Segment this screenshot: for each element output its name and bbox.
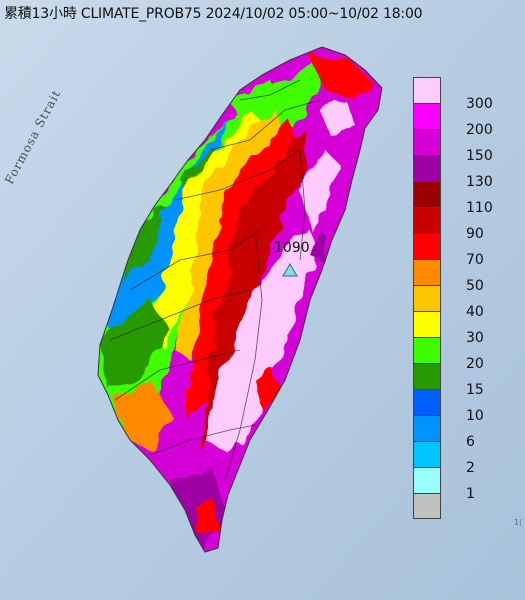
legend-swatch: [413, 311, 441, 337]
legend-label: 20: [466, 356, 484, 372]
legend-swatch: [413, 337, 441, 363]
legend-label: 150: [466, 148, 493, 164]
legend-swatch: [413, 181, 441, 207]
legend-swatch: [413, 155, 441, 181]
legend-swatch: [413, 441, 441, 467]
legend-swatch: [413, 363, 441, 389]
legend-label: 90: [466, 226, 484, 242]
legend-swatch: [413, 259, 441, 285]
legend-swatch: [413, 103, 441, 129]
legend-label: 300: [466, 96, 493, 112]
max-station-triangle-icon: [282, 263, 298, 277]
legend-swatch: [413, 129, 441, 155]
legend-label: 1: [466, 486, 475, 502]
legend-label: 50: [466, 278, 484, 294]
legend-label: 40: [466, 304, 484, 320]
legend-label: 15: [466, 382, 484, 398]
legend-label: 30: [466, 330, 484, 346]
legend-swatch: [413, 207, 441, 233]
legend-swatch: [413, 77, 441, 103]
legend-swatch: [413, 233, 441, 259]
legend-label: 110: [466, 200, 493, 216]
legend-swatch: [413, 415, 441, 441]
legend-swatch: [413, 285, 441, 311]
legend-label: 2: [466, 460, 475, 476]
legend-swatch: [413, 493, 441, 519]
corner-label: 1(: [514, 518, 523, 527]
legend-label: 200: [466, 122, 493, 138]
max-station-value: 1090: [274, 240, 310, 256]
legend-label: 130: [466, 174, 493, 190]
legend-swatch: [413, 389, 441, 415]
map-title: 累積13小時 CLIMATE_PROB75 2024/10/02 05:00~1…: [4, 6, 423, 22]
legend-label: 10: [466, 408, 484, 424]
legend-label: 70: [466, 252, 484, 268]
legend-label: 6: [466, 434, 475, 450]
color-legend: [413, 77, 441, 519]
legend-swatch: [413, 467, 441, 493]
